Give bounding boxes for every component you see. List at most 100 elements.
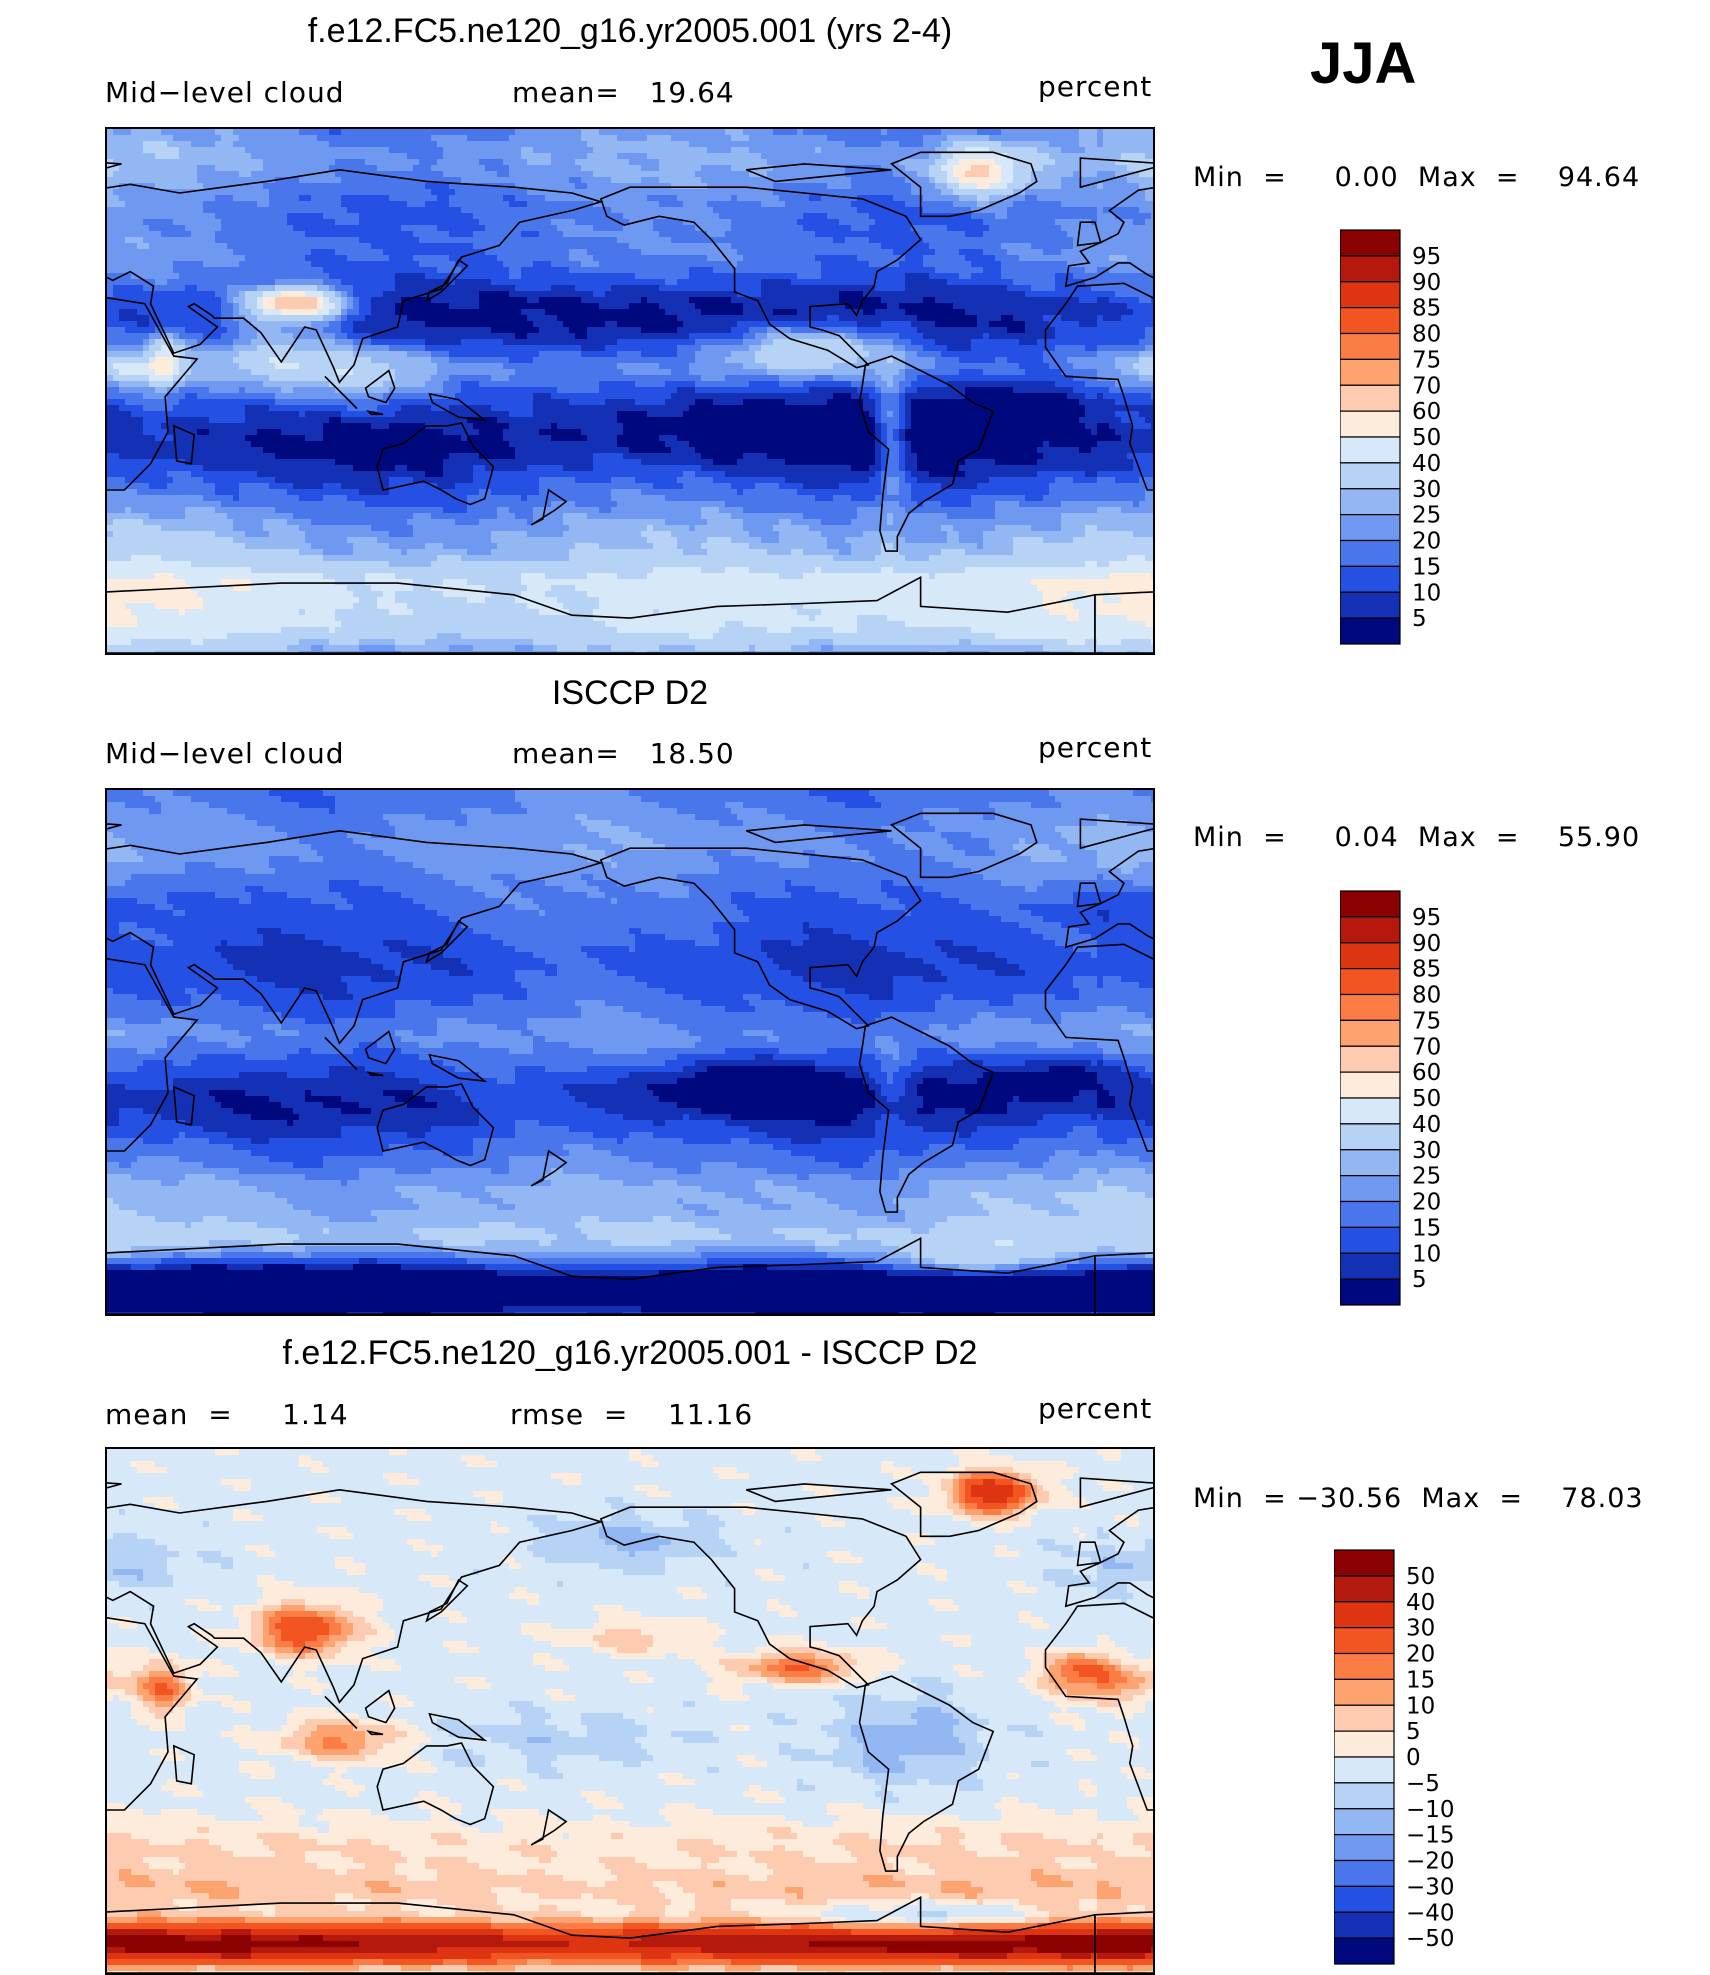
map-cell <box>641 213 648 220</box>
map-cell <box>479 177 486 184</box>
map-cell <box>737 249 744 256</box>
map-cell <box>473 225 480 232</box>
map-cell <box>281 183 288 190</box>
map-cell <box>1151 153 1153 160</box>
map-cell <box>479 135 486 142</box>
map-cell <box>743 189 750 196</box>
map-cell <box>209 195 216 202</box>
map-cell <box>1127 195 1134 202</box>
map-cell <box>941 273 948 280</box>
map-cell <box>179 153 186 160</box>
map-cell <box>911 291 918 298</box>
map-cell <box>113 297 120 304</box>
map-cell <box>557 297 564 304</box>
map-cell <box>473 231 480 238</box>
map-cell <box>941 285 948 292</box>
map-cell <box>629 243 636 250</box>
map-cell <box>209 141 216 148</box>
map-cell <box>269 189 276 196</box>
map-cell <box>971 147 978 154</box>
map-cell <box>1049 141 1056 148</box>
map-cell <box>341 135 348 142</box>
map-cell <box>383 165 390 172</box>
map-cell <box>767 141 774 148</box>
map-cell <box>137 177 144 184</box>
map-cell <box>371 165 378 172</box>
map-cell <box>533 195 540 202</box>
map-cell <box>449 285 456 292</box>
map-cell <box>1025 243 1032 250</box>
map-cell <box>485 255 492 262</box>
map-cell <box>437 147 444 154</box>
map-cell <box>365 135 372 142</box>
map-cell <box>599 291 606 298</box>
map-cell <box>317 207 324 214</box>
map-cell <box>269 297 276 304</box>
map-cell <box>1103 255 1110 262</box>
map-cell <box>119 291 126 298</box>
map-cell <box>353 219 360 226</box>
map-cell <box>593 135 600 142</box>
map-cell <box>269 195 276 202</box>
map-cell <box>695 183 702 190</box>
map-cell <box>1151 201 1153 208</box>
map-cell <box>977 243 984 250</box>
map-cell <box>959 291 966 298</box>
map-cell <box>113 231 120 238</box>
map-cell <box>797 261 804 268</box>
map-cell <box>1049 279 1056 286</box>
map-cell <box>239 237 246 244</box>
map-cell <box>827 219 834 226</box>
map-cell <box>155 165 162 172</box>
map-cell <box>695 165 702 172</box>
map-cell <box>821 153 828 160</box>
map-cell <box>263 183 270 190</box>
map-cell <box>1037 267 1044 274</box>
map-cell <box>611 147 618 154</box>
map-cell <box>395 261 402 268</box>
map-cell <box>419 207 426 214</box>
map-cell <box>557 225 564 232</box>
map-cell <box>899 171 906 178</box>
map-cell <box>401 195 408 202</box>
map-cell <box>515 261 522 268</box>
map-cell <box>785 273 792 280</box>
map-cell <box>539 141 546 148</box>
map-cell <box>743 159 750 166</box>
map-cell <box>821 219 828 226</box>
map-cell <box>623 231 630 238</box>
map-cell <box>1121 153 1128 160</box>
map-cell <box>119 135 126 142</box>
map-cell <box>137 171 144 178</box>
map-cell <box>197 273 204 280</box>
map-cell <box>557 135 564 142</box>
map-cell <box>1091 153 1098 160</box>
map-cell <box>665 129 672 136</box>
map-cell <box>557 255 564 262</box>
map-cell <box>233 237 240 244</box>
map-cell <box>695 225 702 232</box>
map-cell <box>281 291 288 298</box>
map-cell <box>203 297 210 304</box>
map-cell <box>707 183 714 190</box>
map-cell <box>713 273 720 280</box>
map-cell <box>911 153 918 160</box>
map-cell <box>449 135 456 142</box>
map-cell <box>767 147 774 154</box>
map-cell <box>593 231 600 238</box>
map-cell <box>209 237 216 244</box>
map-cell <box>113 255 120 262</box>
map-cell <box>1013 177 1020 184</box>
map-cell <box>515 189 522 196</box>
map-cell <box>167 243 174 250</box>
map-cell <box>989 135 996 142</box>
map-cell <box>1043 291 1050 298</box>
map-cell <box>395 141 402 148</box>
map-cell <box>413 141 420 148</box>
map-cell <box>503 171 510 178</box>
map-cell <box>443 231 450 238</box>
map-cell <box>755 201 762 208</box>
map-cell <box>935 141 942 148</box>
map-cell <box>311 195 318 202</box>
map-cell <box>485 267 492 274</box>
